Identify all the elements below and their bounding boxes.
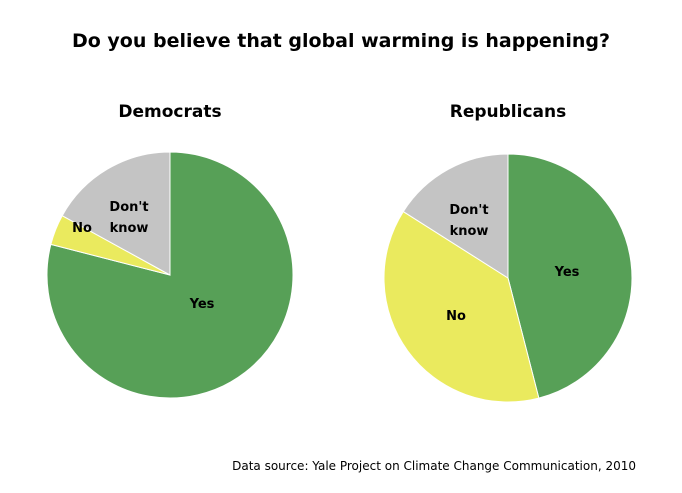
slice-label-don-t-know: Don't know bbox=[109, 200, 148, 236]
data-source-note: Data source: Yale Project on Climate Cha… bbox=[232, 459, 636, 473]
slice-don-t-know bbox=[402, 153, 509, 279]
pie-title-democrats: Democrats bbox=[118, 102, 221, 122]
slice-label-no: No bbox=[72, 221, 92, 236]
pie-title-republicans: Republicans bbox=[450, 102, 567, 122]
slice-don-t-know bbox=[61, 151, 171, 276]
slice-label-yes: Yes bbox=[554, 265, 580, 280]
slice-no bbox=[383, 210, 540, 403]
slice-label-no: No bbox=[446, 309, 466, 324]
slice-label-don-t-know: Don't know bbox=[449, 203, 488, 239]
pie-democrats: Democrats Yes No Don't know bbox=[46, 102, 294, 399]
slice-label-yes: Yes bbox=[189, 297, 215, 312]
slice-yes bbox=[507, 153, 633, 399]
pie-republicans: Republicans Yes No Don't know bbox=[383, 102, 633, 403]
chart-main-title: Do you believe that global warming is ha… bbox=[71, 30, 610, 52]
